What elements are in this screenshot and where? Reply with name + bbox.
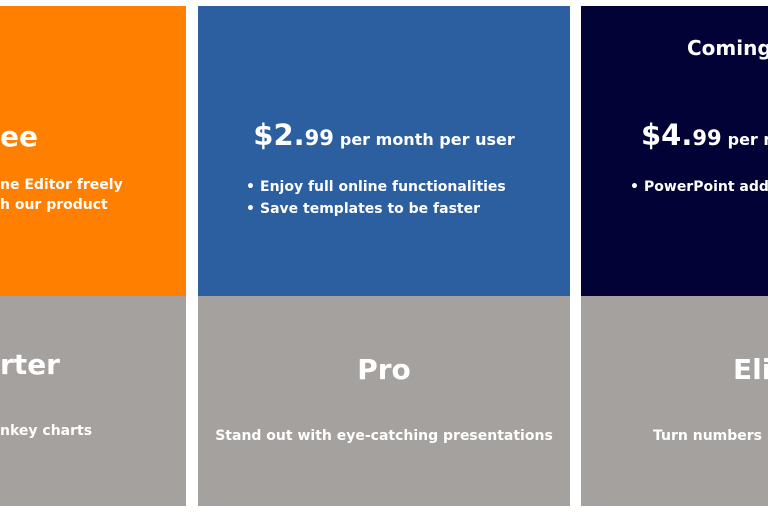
feature: h our product <box>0 197 108 213</box>
plan-name: rter <box>0 348 60 381</box>
feature: PowerPoint add <box>630 179 768 195</box>
tagline: Turn numbers <box>653 428 762 444</box>
card-footer: rter nkey charts <box>0 296 186 506</box>
price: $2.99 per month per user <box>198 118 570 152</box>
pricing-card: Coming $4.99 per m PowerPoint add Eli Tur… <box>581 6 768 506</box>
card-header: $2.99 per month per user Enjoy full onlin… <box>198 6 570 296</box>
card-footer: Pro Stand out with eye-catching presenta… <box>198 296 570 506</box>
price-main: $4. <box>641 118 693 152</box>
price-period: per m <box>727 130 768 149</box>
price-cents: 99 <box>304 126 334 150</box>
tagline: nkey charts <box>0 423 93 439</box>
feature: ne Editor freely <box>0 177 123 193</box>
price: $4.99 per m <box>641 118 768 152</box>
price-period: per month per user <box>339 130 515 149</box>
pricing-card: $2.99 per month per user Enjoy full onlin… <box>198 6 570 506</box>
plan-name: Eli <box>733 353 768 386</box>
badge: Coming <box>687 36 768 60</box>
plan-name: Pro <box>357 353 411 386</box>
card-header: Coming $4.99 per m PowerPoint add <box>581 6 768 296</box>
card-header: ee ne Editor freely h our product <box>0 6 186 296</box>
feature: Save templates to be faster <box>246 201 480 217</box>
card-footer: Eli Turn numbers <box>581 296 768 506</box>
card-title: ee <box>0 120 38 153</box>
pricing-card: ee ne Editor freely h our product rter n… <box>0 6 186 506</box>
price-cents: 99 <box>692 126 722 150</box>
price-main: $2. <box>253 118 305 152</box>
feature: Enjoy full online functionalities <box>246 179 506 195</box>
tagline: Stand out with eye-catching presentation… <box>215 428 553 444</box>
